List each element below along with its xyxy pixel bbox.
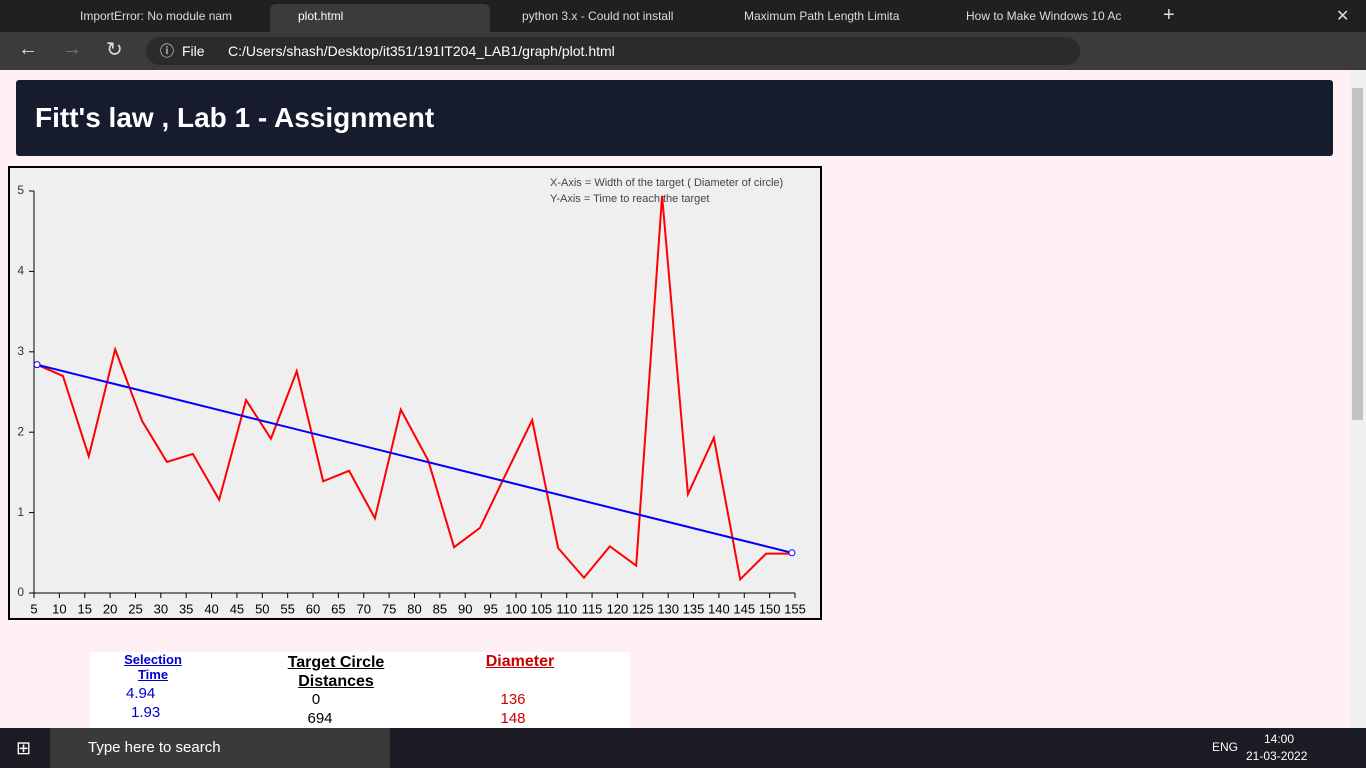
y-tick-label: 1 <box>17 505 24 519</box>
x-tick-label: 60 <box>306 601 320 616</box>
x-tick-label: 30 <box>154 601 168 616</box>
cell: 136 <box>500 691 526 708</box>
tab-bar: ImportError: No module nam plot.html pyt… <box>0 0 1366 32</box>
clock-date: 21-03-2022 <box>1246 749 1308 763</box>
x-tick-label: 100 <box>505 601 527 616</box>
x-tick-label: 70 <box>357 601 371 616</box>
x-tick-label: 110 <box>556 601 577 616</box>
x-tick-label: 75 <box>382 601 396 616</box>
cell: 0 <box>311 691 321 708</box>
info-icon: ⓘ <box>160 43 174 59</box>
y-tick-label: 5 <box>17 183 24 197</box>
series-line <box>36 195 792 582</box>
data-table: Selection Time Target Circle Distances D… <box>90 652 630 728</box>
back[interactable]: ← <box>18 38 38 60</box>
x-tick-label: 95 <box>483 601 497 616</box>
annotation: Y-Axis = Time to reach the target <box>550 193 709 205</box>
search-placeholder: Type here to search <box>88 739 221 756</box>
start-button[interactable]: ⊞ <box>16 738 32 758</box>
cell: 1.93 <box>131 704 161 721</box>
x-tick-label: 40 <box>204 601 218 616</box>
url: C:/Users/shash/Desktop/it351/191IT204_LA… <box>228 43 615 59</box>
chart: X-Axis = Width of the target ( Diameter … <box>8 166 822 620</box>
url-box[interactable]: ⓘ File C:/Users/shash/Desktop/it351/191I… <box>146 37 1080 65</box>
page-header: Fitt's law , Lab 1 - Assignment <box>16 80 1333 156</box>
y-tick-label: 0 <box>17 585 24 599</box>
tab[interactable]: How to Make Windows 10 Ac <box>938 4 1148 32</box>
scrollbar[interactable] <box>1350 70 1366 728</box>
x-tick-label: 155 <box>784 601 806 616</box>
forward[interactable]: → <box>62 38 82 60</box>
x-tick-label: 45 <box>230 601 244 616</box>
search-box[interactable]: Type here to search <box>50 728 390 768</box>
x-tick-label: 20 <box>103 601 117 616</box>
x-tick-label: 55 <box>280 601 294 616</box>
tab-title: How to Make Windows 10 Ac <box>966 9 1122 23</box>
tab[interactable]: Maximum Path Length Limita <box>716 4 926 32</box>
end-point <box>33 361 41 369</box>
x-tick-label: 35 <box>179 601 193 616</box>
x-tick-label: 10 <box>52 601 66 616</box>
tab-title: Maximum Path Length Limita <box>744 9 900 23</box>
x-tick-label: 65 <box>331 601 345 616</box>
cell: 4.94 <box>126 685 156 702</box>
x-tick-label: 115 <box>582 601 603 616</box>
tab-title: ImportError: No module nam <box>80 9 233 23</box>
cell: 694 <box>307 710 333 727</box>
x-tick-label: 125 <box>632 601 654 616</box>
x-tick-label: 90 <box>458 601 472 616</box>
y-tick-label: 2 <box>17 424 24 438</box>
tab[interactable]: python 3.x - Could not install <box>494 4 708 32</box>
scroll-thumb[interactable] <box>1352 88 1363 420</box>
x-tick-label: 5 <box>30 601 37 616</box>
tab[interactable]: ImportError: No module nam <box>52 4 266 32</box>
series-line <box>36 363 793 554</box>
x-tick-label: 85 <box>433 601 447 616</box>
y-tick-label: 3 <box>17 344 24 358</box>
x-tick-label: 105 <box>530 601 552 616</box>
x-tick-label: 135 <box>683 601 705 616</box>
clock-time: 14:00 <box>1263 732 1295 746</box>
x-tick-label: 150 <box>759 601 781 616</box>
x-tick-label: 80 <box>407 601 421 616</box>
x-tick-label: 130 <box>657 601 679 616</box>
end-point <box>788 549 796 557</box>
new-tab[interactable]: + <box>1163 4 1175 26</box>
tab-title: plot.html <box>298 9 344 23</box>
refresh[interactable]: ↻ <box>106 39 123 61</box>
close-window[interactable]: ✕ <box>1336 8 1350 25</box>
y-tick-label: 4 <box>17 264 24 278</box>
x-tick-label: 15 <box>77 601 91 616</box>
x-tick-label: 140 <box>708 601 730 616</box>
annotation: X-Axis = Width of the target ( Diameter … <box>550 177 783 189</box>
tab[interactable]: plot.html <box>270 4 490 32</box>
column-header: Selection Time <box>124 652 182 682</box>
x-tick-label: 25 <box>128 601 142 616</box>
x-tick-label: 145 <box>733 601 755 616</box>
cell: 148 <box>500 710 526 727</box>
x-tick-label: 120 <box>607 601 629 616</box>
column-header: Diameter <box>485 653 555 670</box>
taskbar: ⊞ Type here to search ENG 14:00 21-03-20… <box>0 728 1366 768</box>
language: ENG <box>1212 740 1239 754</box>
chart-frame <box>8 166 822 620</box>
header-title: Fitt's law , Lab 1 - Assignment <box>35 102 435 133</box>
x-tick-label: 50 <box>255 601 269 616</box>
tab-title: python 3.x - Could not install <box>522 9 674 23</box>
scheme: File <box>182 43 205 59</box>
column-header: Target Circle Distances <box>287 654 385 690</box>
